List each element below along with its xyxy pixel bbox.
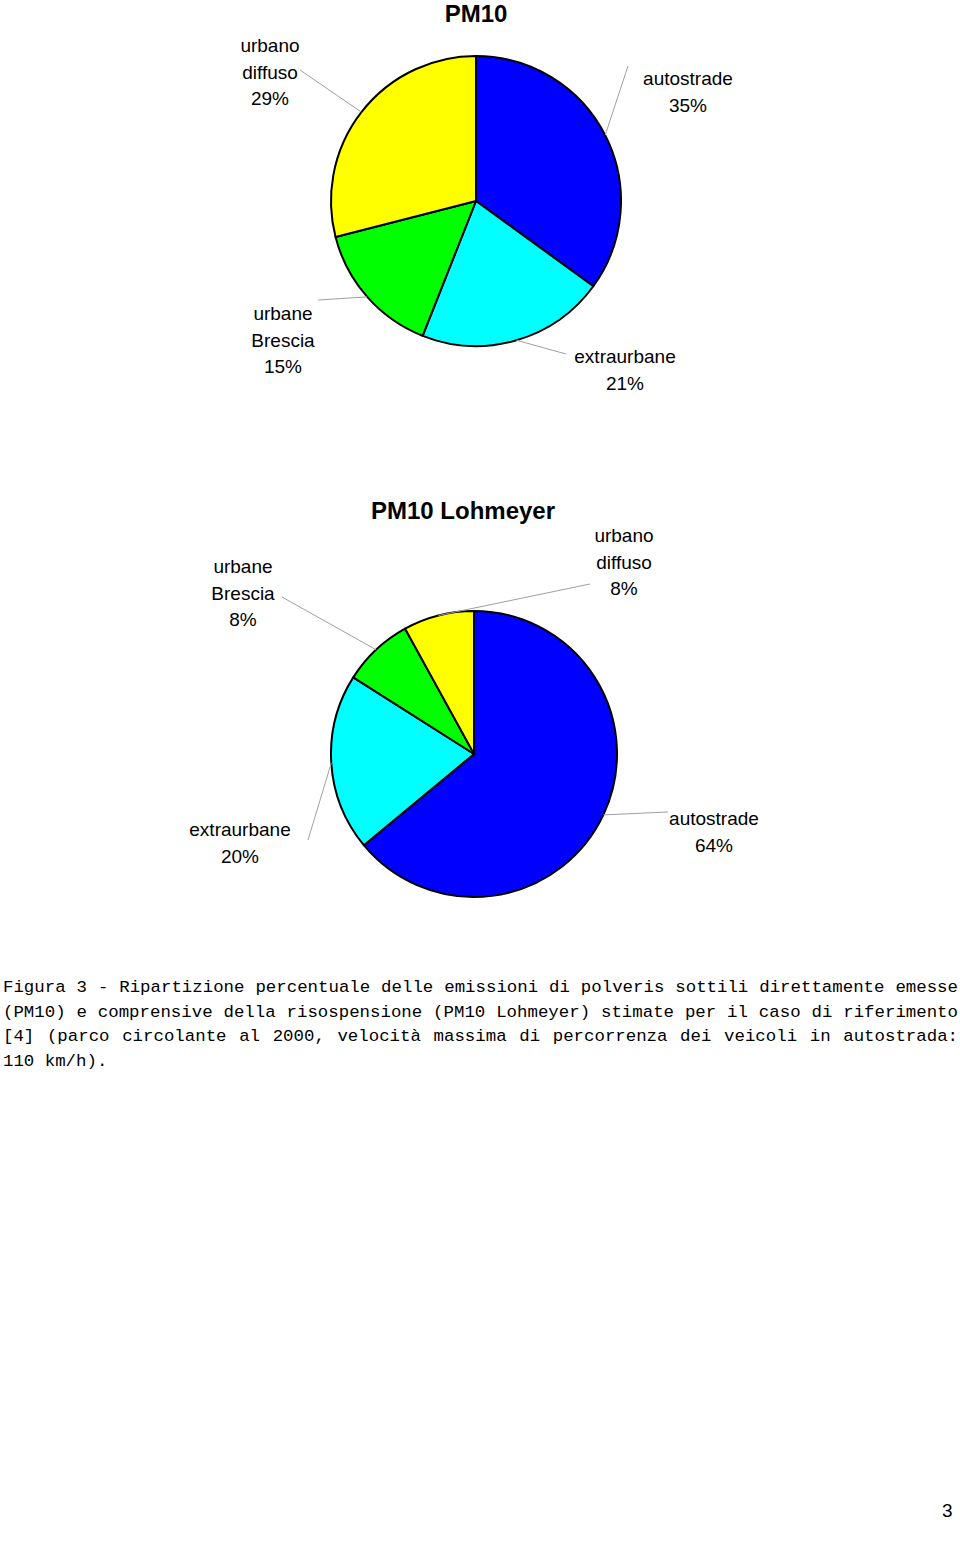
slice-label-line: urbano (594, 525, 653, 546)
slice-label-line: Brescia (251, 330, 315, 351)
pie-chart: PM10 autostrade 35% extraurbane 21% urbane Bre… (240, 0, 732, 394)
slice-label-line: diffuso (596, 552, 652, 573)
slice-label: urbane Brescia (211, 556, 275, 604)
slice-label: autostrade (643, 68, 733, 89)
leader-line (438, 584, 590, 615)
slice-label-line: diffuso (242, 62, 298, 83)
leader-line (605, 66, 628, 135)
leader-line (603, 812, 668, 815)
slice-label-line: extraurbane (574, 346, 675, 367)
slice-label: urbane Brescia (251, 303, 315, 351)
leader-line (516, 340, 566, 354)
slice-label: urbano diffuso (240, 35, 299, 83)
slices (331, 56, 621, 346)
data-label: 35% (669, 95, 707, 116)
leader-line (282, 597, 376, 650)
data-label: 20% (221, 846, 259, 867)
slice-label-line: extraurbane (189, 819, 290, 840)
chart-title: PM10 Lohmeyer (371, 497, 555, 524)
chart-title: PM10 (445, 0, 508, 27)
slice-label: autostrade (669, 808, 759, 829)
slice-label-line: autostrade (643, 68, 733, 89)
data-label: 29% (251, 88, 289, 109)
data-label: 21% (606, 373, 644, 394)
leader-line (300, 70, 361, 112)
slice-label-line: urbane (213, 556, 272, 577)
charts: PM10 autostrade 35% extraurbane 21% urbane Bre… (0, 0, 960, 960)
data-label: 64% (695, 835, 733, 856)
data-label: 8% (229, 609, 257, 630)
page-number: 3 (942, 1500, 953, 1522)
slice-label-line: urbane (253, 303, 312, 324)
leader-line (308, 763, 331, 840)
data-label: 8% (610, 578, 638, 599)
pie-slice (331, 56, 476, 237)
leader-line (318, 297, 367, 300)
slice-label: urbano diffuso (594, 525, 653, 573)
slice-label: extraurbane (574, 346, 675, 367)
slice-label: extraurbane (189, 819, 290, 840)
slice-label-line: urbano (240, 35, 299, 56)
slice-label-line: Brescia (211, 583, 275, 604)
pie-slice (405, 611, 474, 754)
slices (331, 611, 617, 897)
pie-chart: PM10 Lohmeyer autostrade 64% extraurbane 20%… (189, 497, 759, 897)
caption: Figura 3 - Ripartizione percentuale dell… (3, 976, 958, 1075)
data-label: 15% (264, 356, 302, 377)
slice-label-line: autostrade (669, 808, 759, 829)
